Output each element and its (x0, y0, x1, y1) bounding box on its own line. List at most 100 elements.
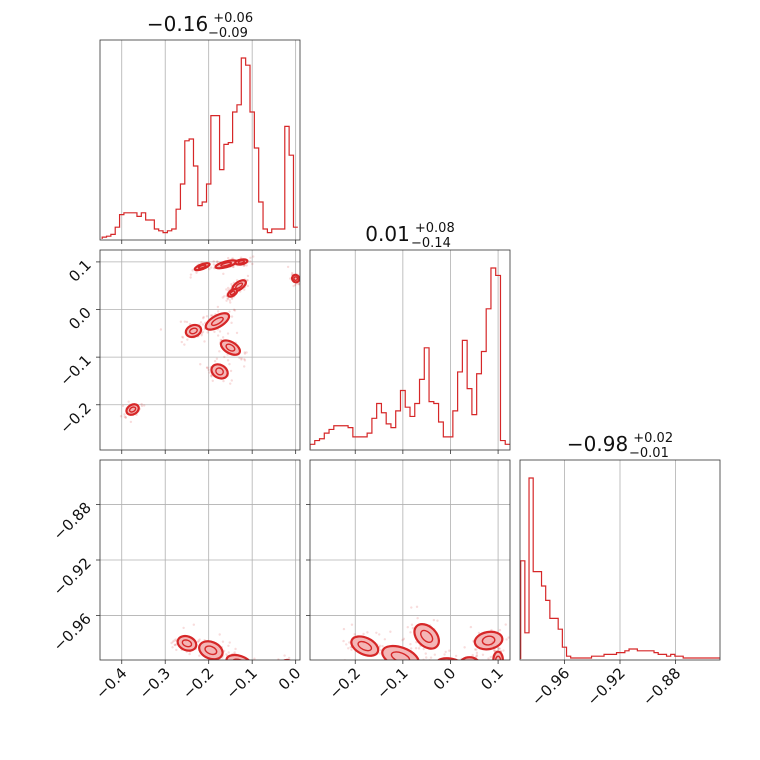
x-tick-label: −0.2 (179, 664, 217, 702)
sample-point (202, 315, 205, 319)
sample-point (378, 644, 382, 647)
contour-inner (204, 645, 218, 656)
sample-point (230, 315, 234, 318)
sample-point (226, 286, 230, 290)
sample-point (289, 277, 292, 280)
contour-inner (293, 276, 299, 281)
sample-point (181, 336, 185, 339)
sample-point (211, 379, 214, 382)
sample-point (491, 641, 494, 644)
contour-outer (460, 656, 479, 660)
sample-point (424, 671, 426, 673)
sample-point (221, 640, 225, 643)
scatter-group-0-1 (119, 255, 300, 424)
sample-point (217, 661, 219, 663)
sample-point (199, 363, 202, 366)
sample-point (417, 647, 421, 650)
sample-point (119, 415, 123, 418)
sample-point (235, 660, 237, 662)
contour-inner (188, 327, 198, 335)
sample-point (216, 260, 219, 263)
sample-point (416, 616, 419, 620)
sample-point (238, 666, 240, 668)
y-tick-label: −0.88 (50, 499, 95, 544)
hist-0 (101, 57, 298, 239)
sample-point (473, 648, 477, 651)
sample-point (283, 664, 285, 666)
sample-point (218, 633, 221, 636)
sample-point (481, 653, 485, 656)
sample-point (298, 283, 300, 286)
sample-point (474, 661, 476, 663)
sample-point (495, 661, 497, 663)
sample-point (470, 662, 472, 664)
contour-outer (198, 640, 224, 660)
sample-point (431, 666, 433, 668)
sample-point (194, 647, 198, 651)
sample-point (287, 656, 291, 660)
contour-outer (125, 403, 140, 416)
hist-2 (520, 477, 720, 659)
sample-point (493, 649, 496, 652)
x-tick-label: 0.0 (275, 664, 305, 694)
contour-inner (181, 639, 193, 648)
sample-point (297, 282, 300, 285)
x-tick-label: −0.96 (528, 664, 573, 709)
sample-point (472, 666, 474, 668)
sample-point (410, 606, 413, 609)
axes-frame-0-1 (99, 249, 301, 451)
hist-1 (310, 267, 510, 449)
sample-point (238, 356, 241, 360)
sample-point (374, 660, 376, 662)
sample-point (285, 661, 287, 663)
sample-point (228, 299, 231, 302)
sample-point (225, 653, 228, 656)
sample-point (208, 371, 211, 374)
sample-point (226, 297, 229, 300)
sample-point (454, 663, 456, 665)
sample-point (189, 273, 193, 276)
sample-point (239, 256, 243, 259)
sample-point (487, 657, 490, 660)
sample-point (429, 656, 433, 659)
sample-point (197, 639, 200, 642)
sample-point (489, 655, 492, 659)
sample-point (469, 672, 471, 674)
sample-point (243, 264, 246, 267)
axes-frame-0-2 (99, 459, 301, 661)
sample-point (216, 310, 220, 313)
contour-inner (495, 655, 502, 660)
sample-point (342, 639, 345, 643)
y-tick-label: −0.2 (56, 399, 94, 437)
contour-outer (219, 339, 242, 356)
sample-point (203, 326, 207, 330)
sample-point (209, 314, 213, 317)
sample-point (213, 661, 215, 663)
sample-point (140, 404, 144, 408)
sample-point (264, 670, 266, 672)
sample-point (463, 672, 465, 674)
sample-point (236, 665, 238, 667)
sample-point (432, 618, 436, 622)
y-tick-label: −0.96 (50, 610, 95, 655)
sample-point (277, 658, 280, 660)
axes-frame-diag-1 (309, 249, 511, 451)
sample-point (425, 656, 428, 659)
sample-point (285, 663, 287, 665)
sample-point (253, 663, 255, 665)
sample-point (183, 320, 187, 323)
sample-point (230, 379, 233, 382)
sample-point (409, 631, 412, 634)
sample-point (410, 647, 413, 650)
sample-point (411, 626, 415, 630)
sample-point (218, 330, 222, 333)
sample-point (229, 369, 233, 373)
sample-point (201, 330, 205, 334)
sample-point (253, 657, 256, 660)
sample-point (362, 632, 365, 636)
sample-point (219, 660, 221, 662)
x-tick-label: −0.1 (223, 664, 261, 702)
sample-point (243, 661, 245, 663)
sample-point (399, 661, 401, 663)
sample-point (240, 357, 243, 360)
